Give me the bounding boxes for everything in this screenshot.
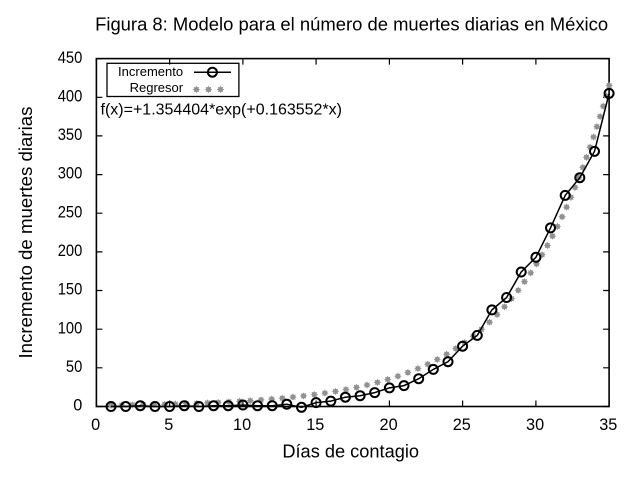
svg-text:10: 10	[233, 416, 251, 434]
svg-text:250: 250	[58, 203, 83, 221]
svg-text:Regresor: Regresor	[130, 80, 184, 95]
svg-text:5: 5	[164, 416, 173, 434]
svg-text:50: 50	[66, 358, 82, 376]
svg-text:0: 0	[91, 416, 100, 434]
svg-text:15: 15	[306, 416, 324, 434]
svg-text:200: 200	[58, 242, 83, 260]
svg-text:Días de contagio: Días de contagio	[282, 440, 419, 461]
svg-text:400: 400	[58, 87, 83, 105]
svg-text:100: 100	[58, 319, 83, 337]
svg-text:350: 350	[58, 126, 83, 144]
svg-text:Incremento de muertes diarias: Incremento de muertes diarias	[15, 107, 36, 359]
svg-text:300: 300	[58, 165, 83, 183]
svg-text:Figura 8: Modelo para el númer: Figura 8: Modelo para el número de muert…	[95, 13, 608, 34]
svg-text:0: 0	[73, 397, 82, 415]
svg-text:450: 450	[58, 49, 83, 67]
svg-text:f(x)=+1.354404*exp(+0.163552*x: f(x)=+1.354404*exp(+0.163552*x)	[101, 102, 343, 119]
svg-text:35: 35	[599, 416, 617, 434]
svg-text:150: 150	[58, 281, 83, 299]
svg-text:20: 20	[380, 416, 398, 434]
svg-text:Incremento: Incremento	[118, 64, 183, 79]
svg-text:25: 25	[453, 416, 471, 434]
svg-text:30: 30	[526, 416, 544, 434]
